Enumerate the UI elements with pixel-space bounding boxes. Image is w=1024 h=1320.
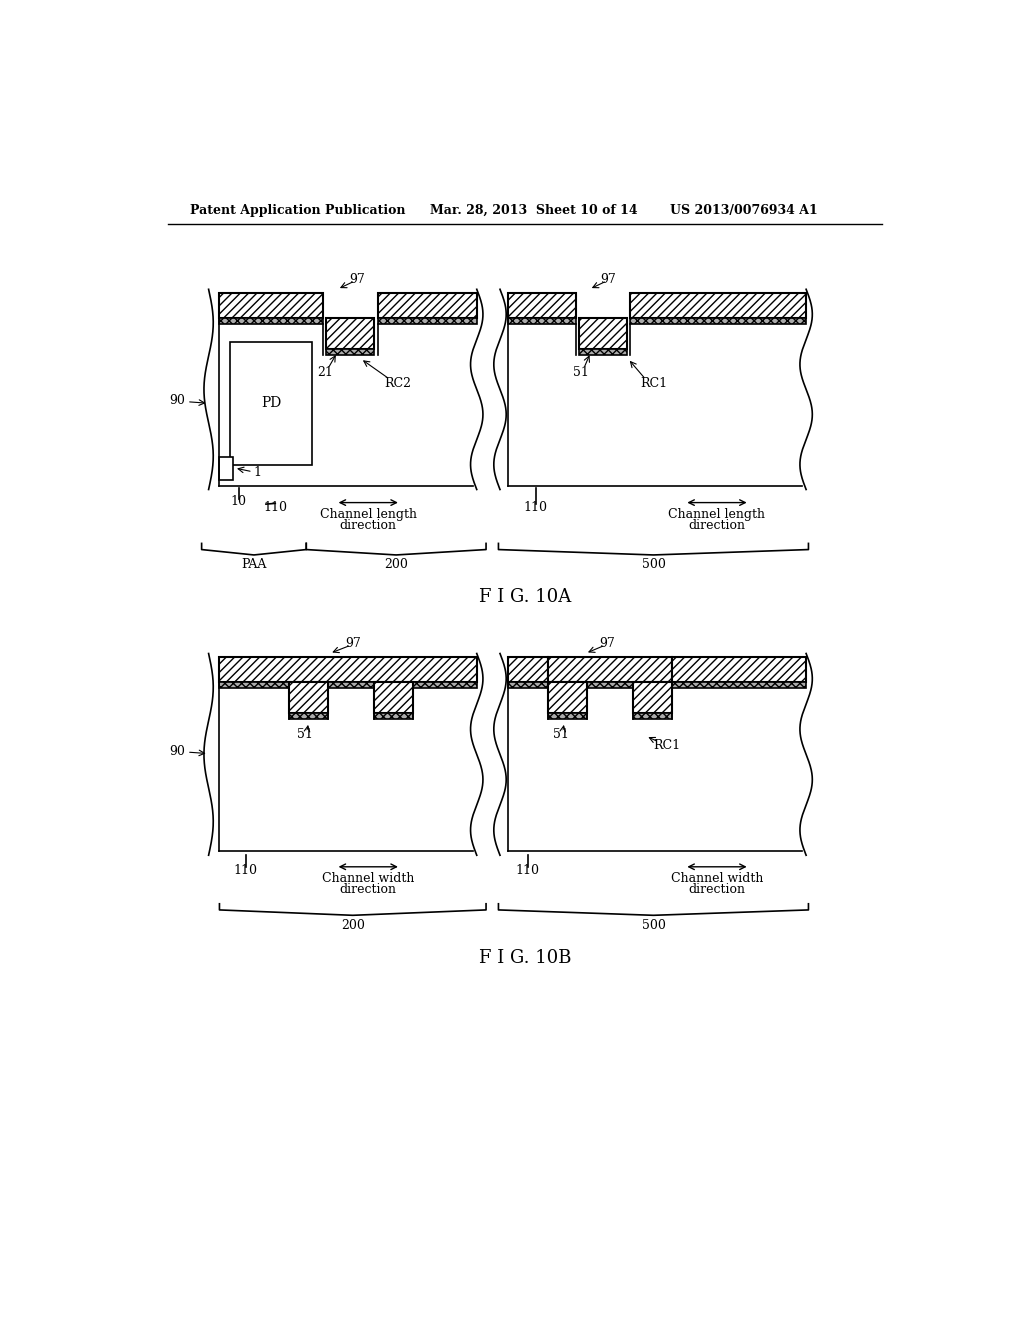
Text: 200: 200 (341, 919, 365, 932)
Text: Channel width: Channel width (323, 871, 415, 884)
Bar (579, 348, 627, 355)
Text: 51: 51 (297, 727, 312, 741)
Bar (630, 293, 806, 318)
Text: RC1: RC1 (653, 739, 680, 751)
Bar (289, 713, 328, 719)
Bar (508, 318, 575, 323)
Bar (548, 682, 587, 713)
Text: Channel width: Channel width (671, 871, 763, 884)
Bar (548, 713, 587, 719)
Bar (328, 682, 375, 688)
Bar (414, 682, 477, 688)
Text: 500: 500 (641, 558, 666, 572)
Text: RC2: RC2 (384, 376, 412, 389)
Text: F I G. 10B: F I G. 10B (478, 949, 571, 966)
Bar (327, 318, 375, 348)
Text: direction: direction (340, 883, 396, 896)
Text: 97: 97 (345, 638, 360, 649)
Bar (672, 682, 806, 688)
Bar (548, 657, 672, 682)
Bar (633, 682, 672, 713)
Text: US 2013/0076934 A1: US 2013/0076934 A1 (671, 205, 818, 218)
Bar (508, 657, 548, 682)
Text: 110: 110 (516, 865, 540, 878)
Bar (630, 318, 806, 323)
Bar (633, 713, 672, 719)
Text: 110: 110 (523, 500, 548, 513)
Bar (375, 713, 414, 719)
Text: 1: 1 (254, 466, 261, 479)
Bar (508, 293, 575, 318)
Bar (219, 682, 289, 688)
Text: Mar. 28, 2013  Sheet 10 of 14: Mar. 28, 2013 Sheet 10 of 14 (430, 205, 638, 218)
Text: Channel length: Channel length (669, 508, 766, 520)
Text: Patent Application Publication: Patent Application Publication (190, 205, 406, 218)
Text: PD: PD (261, 396, 282, 411)
Text: 500: 500 (641, 919, 666, 932)
Text: 200: 200 (384, 558, 409, 572)
Bar (587, 682, 633, 688)
Text: 51: 51 (572, 366, 589, 379)
Text: 21: 21 (316, 366, 333, 379)
Text: 110: 110 (263, 500, 288, 513)
Text: 90: 90 (170, 744, 185, 758)
Text: 110: 110 (233, 865, 258, 878)
Text: F I G. 10A: F I G. 10A (478, 589, 571, 606)
Text: direction: direction (340, 519, 396, 532)
Text: Channel length: Channel length (319, 508, 417, 520)
Bar (375, 682, 414, 713)
Text: 97: 97 (349, 273, 365, 286)
Text: RC1: RC1 (640, 376, 667, 389)
Bar (219, 457, 233, 480)
Bar (378, 293, 477, 318)
Bar (672, 657, 806, 682)
Text: 10: 10 (230, 495, 247, 508)
Text: 97: 97 (601, 273, 616, 286)
Text: 90: 90 (170, 395, 185, 408)
Bar (579, 318, 627, 348)
Text: PAA: PAA (242, 558, 266, 572)
Text: direction: direction (688, 883, 745, 896)
Bar (219, 657, 477, 682)
Text: 97: 97 (599, 638, 614, 649)
Text: 51: 51 (553, 727, 568, 741)
Bar (219, 318, 324, 323)
Bar (378, 318, 477, 323)
Bar (289, 682, 328, 713)
Bar (327, 348, 375, 355)
Bar (508, 682, 548, 688)
Text: direction: direction (688, 519, 745, 532)
Bar (219, 293, 324, 318)
Bar (230, 342, 311, 465)
